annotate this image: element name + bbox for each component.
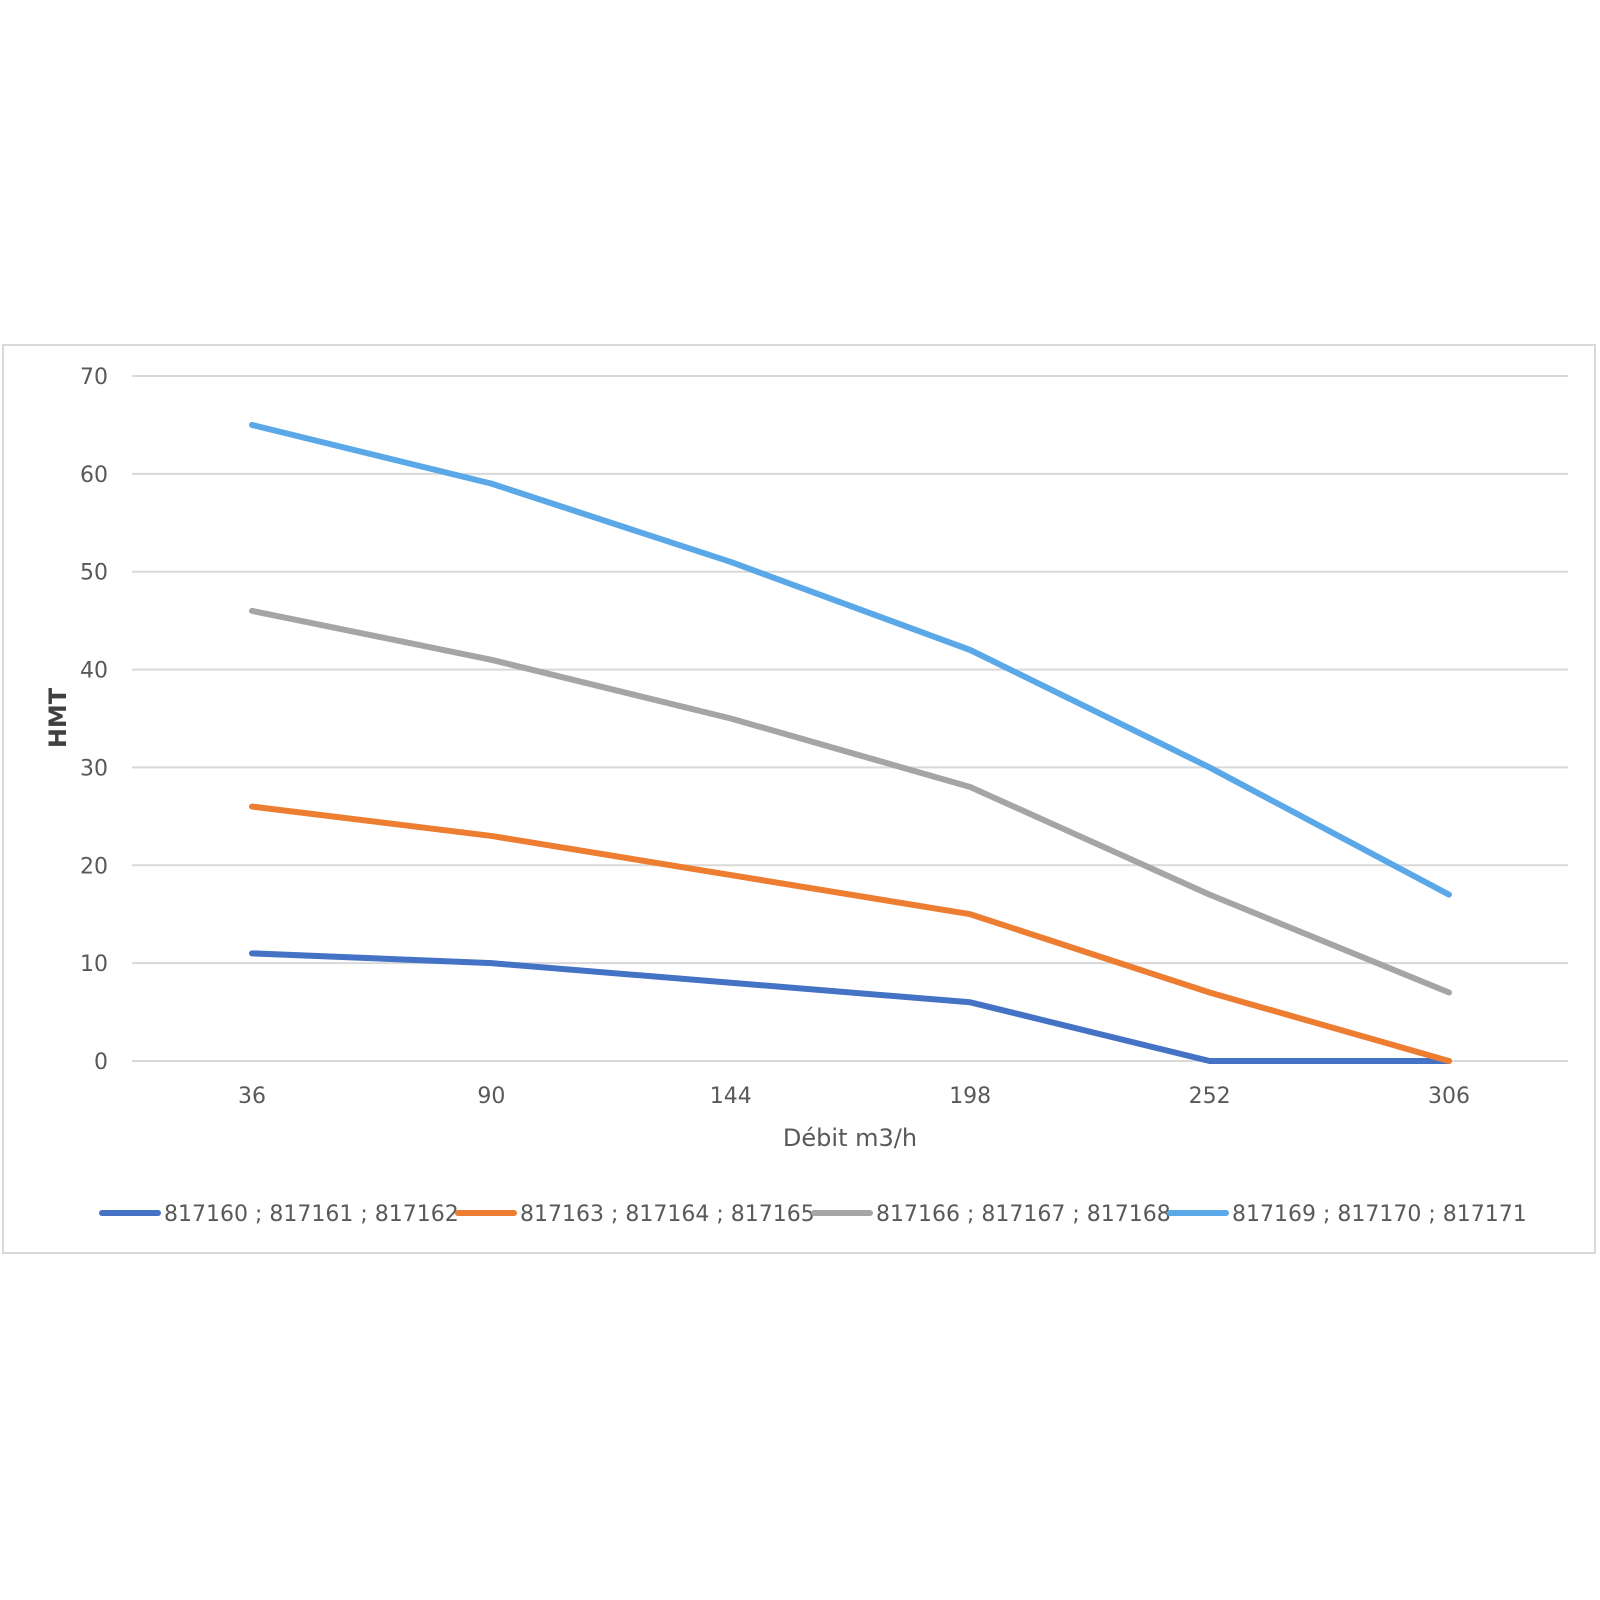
y-tick-label: 0 xyxy=(94,1050,108,1075)
series-line-2 xyxy=(249,803,1452,1064)
series-lines xyxy=(249,421,1452,1064)
chart-frame xyxy=(2,344,1596,1254)
legend-label: 817169 ; 817170 ; 817171 xyxy=(1232,1202,1527,1227)
y-tick-label: 30 xyxy=(80,756,108,781)
legend-label: 817166 ; 817167 ; 817168 xyxy=(876,1202,1171,1227)
y-axis-title: HMT xyxy=(44,687,72,748)
x-tick-label: 90 xyxy=(477,1084,505,1109)
x-tick-label: 198 xyxy=(949,1084,991,1109)
legend: 817160 ; 817161 ; 817162 817163 ; 817164 … xyxy=(99,1202,1527,1227)
legend-item-4: 817169 ; 817170 ; 817171 xyxy=(1167,1202,1527,1227)
x-tick-label: 306 xyxy=(1428,1084,1470,1109)
legend-item-1: 817160 ; 817161 ; 817162 xyxy=(99,1202,459,1227)
x-tick-labels: 36 90 144 198 252 306 xyxy=(238,1084,1470,1109)
legend-label: 817163 ; 817164 ; 817165 xyxy=(520,1202,815,1227)
y-tick-label: 10 xyxy=(80,952,108,977)
legend-item-3: 817166 ; 817167 ; 817168 xyxy=(811,1202,1171,1227)
x-tick-label: 36 xyxy=(238,1084,266,1109)
series-line-1 xyxy=(249,950,1452,1064)
legend-item-2: 817163 ; 817164 ; 817165 xyxy=(455,1202,815,1227)
y-tick-label: 70 xyxy=(80,365,108,390)
y-tick-label: 50 xyxy=(80,561,108,586)
x-tick-label: 144 xyxy=(710,1084,752,1109)
y-tick-labels: 0 10 20 30 40 50 60 70 xyxy=(80,365,108,1075)
series-line-4 xyxy=(249,421,1452,898)
legend-label: 817160 ; 817161 ; 817162 xyxy=(164,1202,459,1227)
y-tick-label: 60 xyxy=(80,463,108,488)
y-tick-label: 20 xyxy=(80,854,108,879)
y-tick-label: 40 xyxy=(80,659,108,684)
x-axis-title: Débit m3/h xyxy=(783,1124,917,1152)
x-tick-label: 252 xyxy=(1189,1084,1231,1109)
series-line-3 xyxy=(249,607,1452,996)
